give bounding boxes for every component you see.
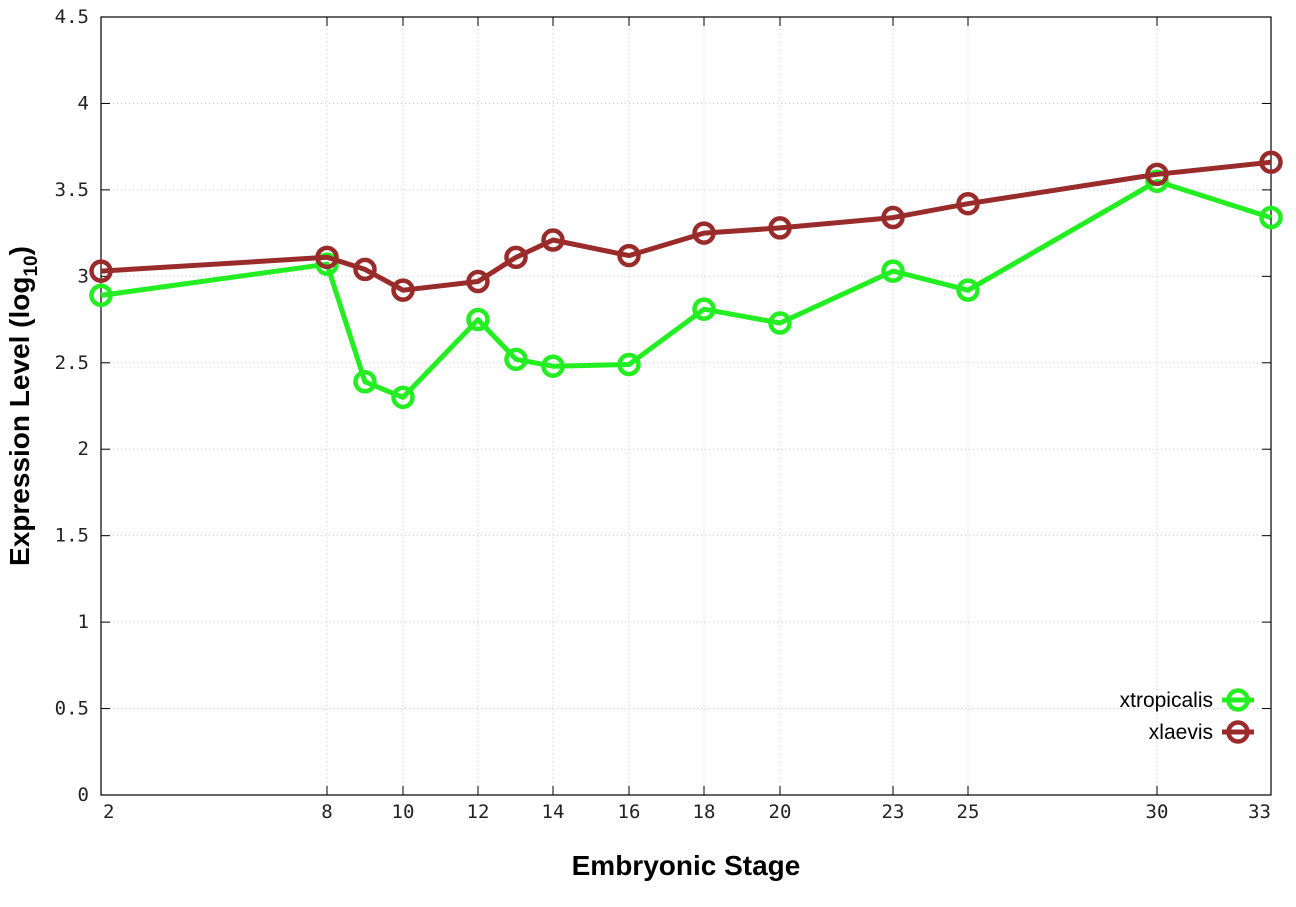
data-point-xtropicalis [1259, 205, 1283, 230]
y-tick-label: 2 [78, 438, 89, 460]
data-point-xtropicalis [541, 354, 565, 378]
data-point-xlaevis [881, 205, 905, 230]
y-tick-label: 2.5 [55, 352, 89, 374]
data-point-xlaevis [617, 243, 641, 268]
legend: xtropicalis xlaevis [1120, 688, 1254, 744]
data-point-xlaevis [89, 259, 113, 283]
data-point-xlaevis [391, 278, 415, 302]
data-point-xlaevis [541, 228, 565, 252]
legend-marker-xlaevis [1226, 720, 1250, 744]
y-tick-label: 3.5 [55, 179, 89, 201]
series-xlaevis [89, 150, 1283, 302]
x-tick-label: 10 [392, 801, 415, 823]
axis-ticks: 0 0.5 1 1.5 2 2.5 3 3.5 4 4.5 2 8 10 12 14 16 18 20 23 25 30… [55, 6, 1272, 823]
data-point-xlaevis [466, 269, 490, 294]
data-point-xtropicalis [504, 347, 528, 372]
x-tick-label: 14 [542, 801, 565, 823]
data-point-xtropicalis [881, 259, 905, 283]
legend-marker-xtropicalis [1226, 688, 1250, 712]
data-point-xtropicalis [956, 278, 980, 302]
y-axis-title-main: Expression Level (log [4, 277, 35, 566]
series-layer [89, 150, 1283, 410]
x-axis-title: Embryonic Stage [572, 850, 801, 881]
x-tick-label: 2 [103, 801, 114, 823]
data-point-xlaevis [1259, 150, 1283, 174]
x-tick-label: 23 [882, 801, 905, 823]
y-axis-title-subscript: 10 [21, 255, 42, 276]
data-point-xtropicalis [89, 283, 113, 308]
y-tick-label: 1 [78, 611, 89, 633]
plot-frame [100, 16, 1272, 796]
data-point-xtropicalis [315, 252, 339, 276]
data-point-xlaevis [353, 257, 377, 282]
data-point-xlaevis [956, 191, 980, 216]
x-tick-label: 18 [693, 801, 716, 823]
x-tick-label: 8 [321, 801, 332, 823]
data-point-xtropicalis [1145, 169, 1169, 193]
data-point-xlaevis [1145, 162, 1169, 187]
data-point-xlaevis [768, 216, 792, 240]
x-tick-label: 16 [618, 801, 641, 823]
x-tick-label: 30 [1146, 801, 1169, 823]
data-point-xlaevis [315, 245, 339, 270]
y-tick-label: 0.5 [55, 698, 89, 720]
legend-label-xtropicalis: xtropicalis [1120, 689, 1213, 712]
data-point-xlaevis [692, 221, 716, 245]
data-point-xtropicalis [353, 370, 377, 394]
x-tick-label: 12 [467, 801, 490, 823]
data-point-xtropicalis [617, 352, 641, 377]
y-tick-label: 1.5 [55, 525, 89, 547]
series-xtropicalis [89, 169, 1283, 410]
y-tick-label: 3 [78, 265, 89, 287]
x-tick-label: 25 [957, 801, 980, 823]
data-point-xlaevis [504, 245, 528, 270]
series-line-xlaevis [100, 159, 1272, 293]
series-line-xtropicalis [100, 178, 1272, 400]
y-axis-title: Expression Level (log10) [4, 246, 42, 566]
y-tick-label: 4 [78, 92, 89, 114]
data-point-xtropicalis [692, 297, 716, 321]
data-point-xtropicalis [391, 385, 415, 410]
grid [101, 17, 1271, 795]
y-axis-title-suffix: ) [4, 246, 35, 255]
x-tick-label: 33 [1248, 801, 1271, 823]
data-point-xtropicalis [466, 307, 490, 332]
y-tick-label: 0 [78, 784, 89, 806]
data-point-xtropicalis [768, 311, 792, 335]
y-tick-label: 4.5 [55, 6, 89, 28]
legend-label-xlaevis: xlaevis [1149, 721, 1213, 744]
x-tick-label: 20 [769, 801, 792, 823]
